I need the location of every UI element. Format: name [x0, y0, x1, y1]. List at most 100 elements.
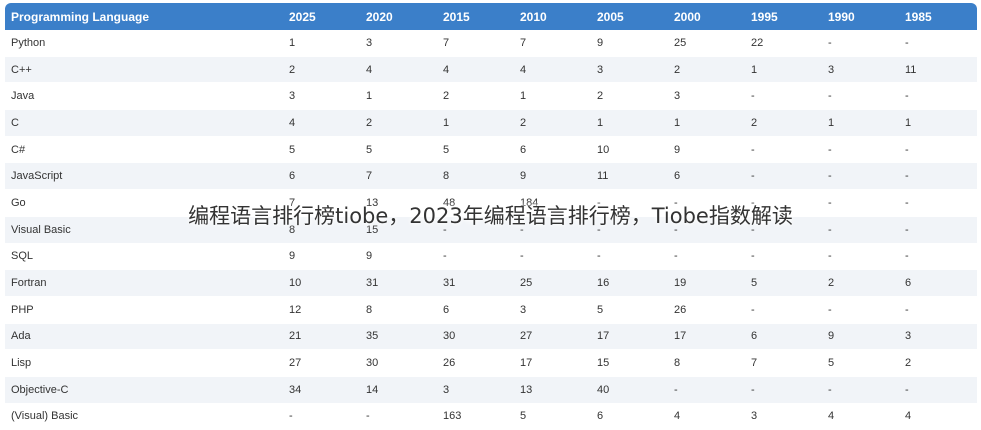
rank-cell: 2: [905, 349, 977, 377]
table-row: Python 1 3 7 7 9 25 22- -: [5, 30, 977, 57]
rank-cell: 5: [289, 136, 366, 164]
rank-cell: 2: [366, 109, 443, 137]
rank-cell: 4: [905, 403, 977, 430]
rank-cell: 6: [751, 323, 828, 351]
header-year-2015: 2015: [443, 3, 520, 30]
rank-cell: 4: [289, 109, 366, 137]
rank-cell: -: [828, 189, 905, 217]
table-row: PHP 12 8 6 3 5 26- - -: [5, 296, 977, 324]
table-row: Visual Basic 8 15- - - - - - -: [5, 216, 977, 244]
rank-cell: 6: [289, 162, 366, 191]
rank-cell: 27: [520, 323, 597, 351]
rank-cell: 3: [674, 82, 751, 111]
rank-cell: 8: [674, 349, 751, 377]
rank-cell: 25: [674, 30, 751, 57]
rank-cell: 11: [905, 56, 977, 84]
rank-cell: -: [751, 243, 828, 271]
rank-cell: 10: [597, 136, 674, 164]
rank-cell: 9: [289, 243, 366, 271]
rank-cell: 1: [597, 109, 674, 137]
rank-cell: 4: [828, 403, 905, 430]
rank-cell: 2: [597, 82, 674, 111]
rank-cell: 16: [597, 269, 674, 297]
rank-cell: 3: [366, 30, 443, 57]
language-name-cell: Python: [5, 30, 289, 57]
table-row: Fortran 10 31 31 25 16 19 5 2 6: [5, 269, 977, 297]
rank-cell: -: [905, 189, 977, 217]
header-year-1990: 1990: [828, 3, 905, 30]
rank-cell: 3: [443, 376, 520, 404]
language-name-cell: (Visual) Basic: [5, 403, 289, 430]
rank-cell: -: [905, 243, 977, 271]
rank-cell: 14: [366, 376, 443, 404]
rank-cell: -: [674, 216, 751, 244]
rank-cell: -: [597, 216, 674, 244]
language-name-cell: Java: [5, 82, 289, 111]
rank-cell: 2: [289, 56, 366, 84]
rank-cell: 17: [597, 323, 674, 351]
rank-cell: 30: [443, 323, 520, 351]
rank-cell: 5: [597, 296, 674, 324]
rank-cell: 26: [674, 296, 751, 324]
rank-cell: -: [905, 376, 977, 404]
rank-cell: 17: [520, 349, 597, 377]
header-year-2000: 2000: [674, 3, 751, 30]
rank-cell: 4: [674, 403, 751, 430]
header-language: Programming Language: [5, 3, 289, 30]
language-name-cell: SQL: [5, 243, 289, 271]
table-row: Ada 21 35 30 27 17 17 6 9 3: [5, 323, 977, 351]
header-year-2005: 2005: [597, 3, 674, 30]
rank-cell: 4: [366, 56, 443, 84]
rank-cell: 1: [674, 109, 751, 137]
language-name-cell: C++: [5, 56, 289, 84]
rank-cell: 184: [520, 189, 597, 217]
rank-cell: -: [597, 243, 674, 271]
rank-cell: 1: [366, 82, 443, 111]
rank-cell: 1: [443, 109, 520, 137]
rank-cell: 1: [828, 109, 905, 137]
rank-cell: 15: [597, 349, 674, 377]
rank-cell: 2: [520, 109, 597, 137]
rank-cell: -: [828, 30, 905, 57]
rank-cell: 6: [520, 136, 597, 164]
rank-cell: 27: [289, 349, 366, 377]
table-row: C++ 2 4 4 4 3 2 1 3 11: [5, 56, 977, 84]
rank-cell: 7: [443, 30, 520, 57]
rank-cell: -: [828, 296, 905, 324]
table-row: JavaScript 6 7 8 9 11 6- - -: [5, 162, 977, 191]
rank-cell: 3: [597, 56, 674, 84]
rank-cell: -: [366, 403, 443, 430]
language-name-cell: PHP: [5, 296, 289, 324]
rank-cell: -: [443, 243, 520, 271]
rank-cell: 9: [828, 323, 905, 351]
rank-cell: 13: [366, 189, 443, 217]
rank-cell: 6: [674, 162, 751, 191]
rank-cell: -: [751, 189, 828, 217]
rank-cell: 13: [520, 376, 597, 404]
rank-cell: -: [597, 189, 674, 217]
rank-cell: -: [828, 376, 905, 404]
rank-cell: -: [905, 82, 977, 111]
rank-cell: 48: [443, 189, 520, 217]
language-name-cell: Lisp: [5, 349, 289, 377]
language-name-cell: Fortran: [5, 269, 289, 297]
rank-cell: -: [520, 243, 597, 271]
rank-cell: 5: [366, 136, 443, 164]
rank-cell: -: [751, 216, 828, 244]
rank-cell: -: [751, 162, 828, 191]
rank-cell: 7: [751, 349, 828, 377]
rank-cell: 1: [289, 30, 366, 57]
rank-cell: -: [905, 296, 977, 324]
rank-cell: -: [828, 216, 905, 244]
rank-cell: 8: [443, 162, 520, 191]
language-name-cell: Objective-C: [5, 376, 289, 404]
rank-cell: 8: [366, 296, 443, 324]
table-header-row: Programming Language 2025 2020 2015 2010…: [5, 3, 977, 30]
rank-cell: 40: [597, 376, 674, 404]
rank-cell: -: [828, 136, 905, 164]
rank-cell: 5: [520, 403, 597, 430]
rank-cell: 2: [674, 56, 751, 84]
rank-cell: 3: [751, 403, 828, 430]
rank-cell: -: [520, 216, 597, 244]
